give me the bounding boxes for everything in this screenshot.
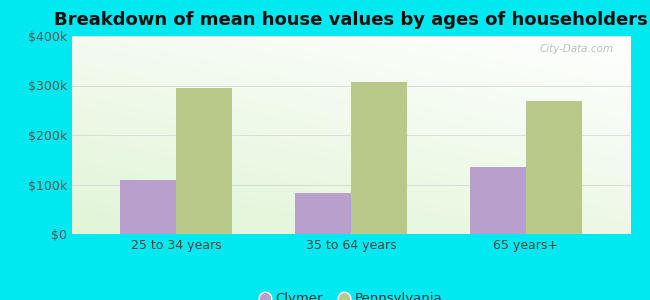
Legend: Clymer, Pennsylvania: Clymer, Pennsylvania — [254, 287, 448, 300]
Bar — [176, 88, 232, 234]
Title: Breakdown of mean house values by ages of householders: Breakdown of mean house values by ages o… — [54, 11, 648, 29]
Bar — [351, 82, 407, 234]
Bar — [120, 179, 176, 234]
Text: City-Data.com: City-Data.com — [540, 44, 614, 54]
Bar — [526, 101, 582, 234]
Bar — [295, 194, 351, 234]
Bar — [470, 167, 526, 234]
